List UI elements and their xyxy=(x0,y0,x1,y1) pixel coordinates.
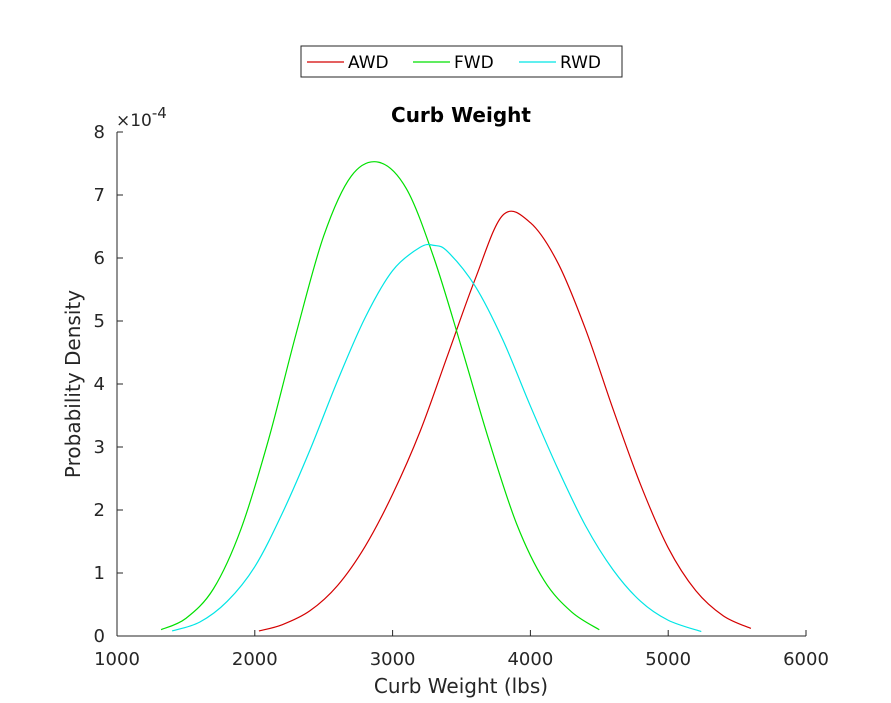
y-tick-label: 8 xyxy=(94,122,105,143)
legend-box xyxy=(300,45,623,78)
axes: 1000 2000 3000 4000 5000 6000 0 1 2 3 4 5 6 7 8 xyxy=(94,122,829,670)
legend-label-fwd: FWD xyxy=(454,53,494,73)
y-multiplier-text: ×10 xyxy=(116,111,152,131)
y-tick-label: 1 xyxy=(94,563,105,584)
series-line-awd xyxy=(258,210,752,632)
plot-area xyxy=(160,161,752,633)
y-tick-label: 3 xyxy=(94,437,105,458)
legend: AWD FWD RWD xyxy=(300,45,623,78)
chart-title: Curb Weight xyxy=(391,103,531,127)
series-line-rwd xyxy=(171,243,702,633)
y-tick-label: 4 xyxy=(94,374,105,395)
x-tick-label: 2000 xyxy=(232,649,278,670)
x-tick-label: 5000 xyxy=(645,649,691,670)
y-tick-label: 5 xyxy=(94,311,105,332)
y-tick-label: 7 xyxy=(94,185,105,206)
y-tick-label: 6 xyxy=(94,248,105,269)
y-exponent-text: -4 xyxy=(152,104,167,122)
y-exponent-label: ×10-4 xyxy=(116,104,167,131)
y-tick-label: 2 xyxy=(94,500,105,521)
x-tick-label: 4000 xyxy=(507,649,553,670)
legend-label-awd: AWD xyxy=(348,53,389,73)
x-tick-label: 1000 xyxy=(94,649,140,670)
y-tick-label: 0 xyxy=(94,626,105,647)
series-line-fwd xyxy=(160,161,600,631)
x-tick-label: 3000 xyxy=(370,649,416,670)
x-axis-label: Curb Weight (lbs) xyxy=(374,674,548,698)
y-axis-label: Probability Density xyxy=(61,290,85,478)
x-tick-label: 6000 xyxy=(783,649,829,670)
legend-label-rwd: RWD xyxy=(560,53,601,73)
